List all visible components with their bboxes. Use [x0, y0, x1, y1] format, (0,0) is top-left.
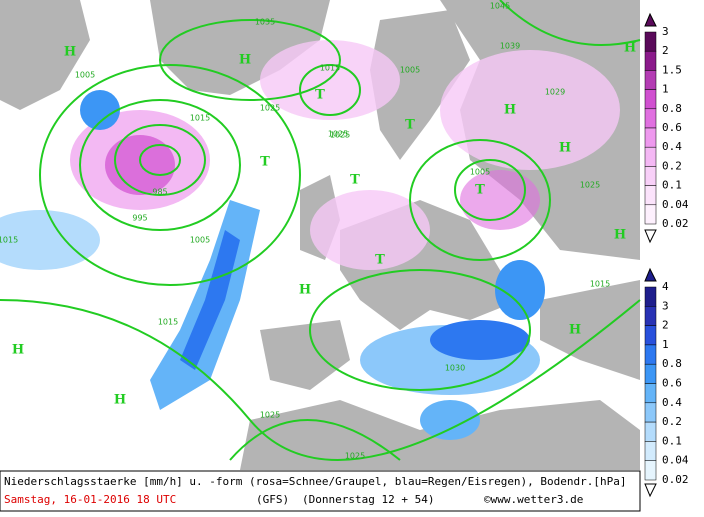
footer-box — [0, 470, 641, 512]
colorbar-label: 0.2 — [662, 159, 682, 172]
colorbar-label: 0.6 — [662, 377, 682, 390]
isobar-label: 1015 — [190, 114, 210, 123]
isobar-label: 1025 — [345, 452, 365, 461]
colorbar-box — [644, 421, 657, 442]
colorbar-label: 0.8 — [662, 357, 682, 370]
footer-credit: ©www.wetter3.de — [484, 493, 583, 506]
footer-model: (GFS) — [256, 493, 289, 506]
colorbar-box — [644, 204, 657, 225]
pressure-system: H — [504, 103, 516, 118]
isobar-label: 1005 — [190, 236, 210, 245]
colorbar-snow — [644, 12, 657, 244]
colorbar-label: 0.04 — [662, 454, 689, 467]
pressure-system: T — [375, 253, 385, 268]
colorbar-label: 0.02 — [662, 473, 689, 486]
pressure-system: H — [614, 228, 626, 243]
colorbar-label: 0.4 — [662, 140, 682, 153]
colorbar-label: 2 — [662, 44, 669, 57]
colorbar-box — [644, 108, 657, 129]
colorbar-box — [644, 127, 657, 148]
colorbar-label: 0.2 — [662, 415, 682, 428]
isobar-label: 985 — [152, 188, 167, 197]
isobar-label: 1035 — [255, 18, 275, 27]
colorbar-label: 0.02 — [662, 217, 689, 230]
isobar-label: 995 — [132, 214, 147, 223]
isobar-label: 1015 — [0, 236, 18, 245]
colorbar-box — [644, 166, 657, 186]
isobar-label: 1030 — [445, 364, 465, 373]
colorbar-box — [644, 50, 657, 71]
isobar-label: 1005 — [470, 168, 490, 177]
pressure-system: T — [260, 155, 270, 170]
colorbar-label: 0.8 — [662, 102, 682, 115]
colorbar-box — [644, 402, 657, 423]
colorbar-box — [644, 306, 657, 326]
colorbar-box — [644, 70, 657, 90]
isobar-label: 1015 — [590, 280, 610, 289]
colorbar-label: 0.04 — [662, 198, 689, 211]
colorbar-box — [644, 185, 657, 206]
isobar-label: 1025 — [260, 104, 280, 113]
isobar-label: 1045 — [490, 2, 510, 11]
footer-run: (Donnerstag 12 + 54) — [302, 493, 434, 506]
colorbar-box — [644, 146, 657, 167]
pressure-system: T — [475, 183, 485, 198]
precip-rain — [0, 90, 545, 440]
isobar-label: 1015 — [320, 64, 340, 73]
isobar-label: 1005 — [400, 66, 420, 75]
colorbar-label: 0.6 — [662, 121, 682, 134]
isobar-label: 1039 — [500, 42, 520, 51]
colorbar-box — [644, 286, 657, 307]
colorbar-label: 1 — [662, 83, 669, 96]
pressure-system: H — [624, 41, 636, 56]
isobar-label: 1029 — [545, 88, 565, 97]
isobar-label: 1025 — [328, 130, 348, 139]
isobar-label: 1025 — [580, 181, 600, 190]
colorbar-box — [644, 31, 657, 52]
pressure-system: H — [64, 45, 76, 60]
pressure-system: H — [559, 141, 571, 156]
isobar-label: 1005 — [75, 71, 95, 80]
colorbar-box — [644, 344, 657, 365]
pressure-system: H — [569, 323, 581, 338]
pressure-system: T — [350, 173, 360, 188]
colorbar-rain — [644, 267, 657, 498]
colorbar-label: 0.1 — [662, 434, 682, 447]
colorbar-label: 0.1 — [662, 179, 682, 192]
colorbar-label: 3 — [662, 299, 669, 312]
pressure-system: H — [299, 283, 311, 298]
colorbar-box — [644, 89, 657, 110]
colorbar-box — [644, 460, 657, 481]
colorbar-label: 2 — [662, 319, 669, 332]
colorbar-box — [644, 441, 657, 461]
isobar-label: 1025 — [330, 131, 350, 140]
pressure-system: T — [405, 118, 415, 133]
colorbar-box — [644, 383, 657, 404]
isobar-label: 1015 — [158, 318, 178, 327]
colorbar-box — [644, 363, 657, 384]
pressure-system: H — [114, 393, 126, 408]
colorbar-label: 3 — [662, 25, 669, 38]
pressure-system: H — [12, 343, 24, 358]
colorbar-label: 0.4 — [662, 396, 682, 409]
footer-title: Niederschlagsstaerke [mm/h] u. -form (ro… — [4, 475, 627, 488]
colorbar-label: 1.5 — [662, 63, 682, 76]
colorbar-label: 1 — [662, 338, 669, 351]
colorbar-box — [644, 325, 657, 346]
isobars-lines — [0, 0, 641, 461]
isobar-label: 1025 — [260, 411, 280, 420]
pressure-system: H — [239, 53, 251, 68]
footer-date: Samstag, 16-01-2016 18 UTC — [4, 493, 176, 506]
pressure-system: T — [315, 88, 325, 103]
colorbar-label: 4 — [662, 280, 669, 293]
